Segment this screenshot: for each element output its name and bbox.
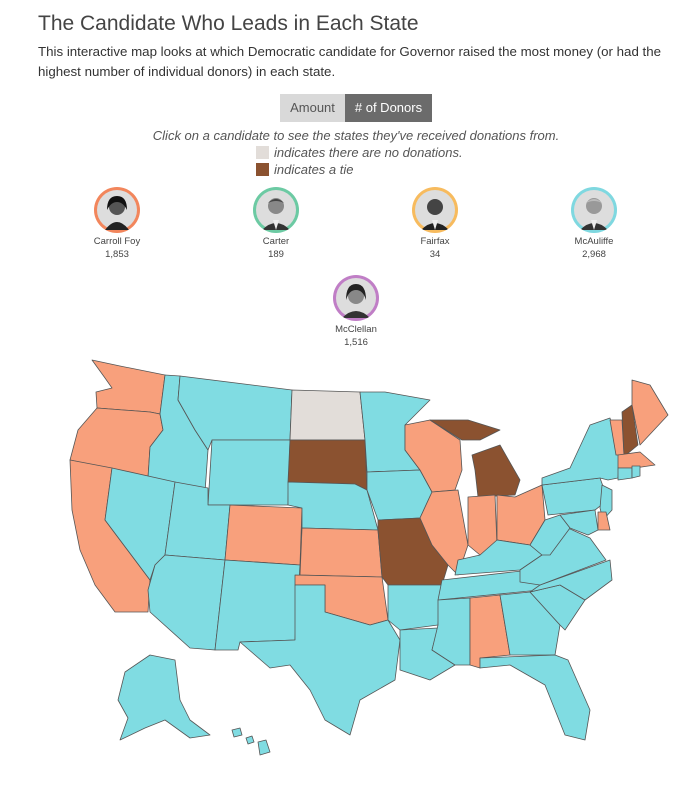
state-alaska[interactable] (117, 654, 211, 741)
instruction-text: Click on a candidate to see the states t… (152, 128, 560, 143)
candidate-count: 34 (429, 249, 441, 260)
no-donations-swatch (256, 146, 269, 159)
candidate-name: Carroll Foy (93, 236, 141, 247)
state-massachusetts[interactable] (617, 451, 656, 469)
state-maine[interactable] (631, 379, 669, 446)
candidate-count: 1,853 (105, 249, 129, 260)
fairfax-avatar (412, 187, 458, 233)
candidate-name: Fairfax (420, 236, 450, 247)
candidate-carroll-foy[interactable]: Carroll Foy 1,853 (72, 187, 162, 260)
state-michigan[interactable] (429, 419, 521, 498)
state-arkansas[interactable] (387, 584, 443, 631)
state-florida[interactable] (479, 654, 591, 741)
state-washington[interactable] (91, 359, 166, 415)
amount-button[interactable]: Amount (280, 94, 345, 122)
states (69, 359, 669, 756)
state-texas[interactable] (239, 584, 401, 736)
state-hawaii[interactable] (231, 727, 271, 756)
candidate-mcauliffe[interactable]: McAuliffe 2,968 (549, 187, 639, 260)
donors-button[interactable]: # of Donors (345, 94, 432, 122)
tie-label: indicates a tie (274, 162, 354, 177)
state-new-jersey[interactable] (599, 484, 613, 521)
no-donations-label: indicates there are no donations. (274, 145, 463, 160)
state-north-carolina[interactable] (529, 559, 613, 601)
state-new-hampshire[interactable] (621, 404, 639, 456)
us-map (69, 359, 669, 756)
state-connecticut[interactable] (617, 467, 633, 481)
state-kansas[interactable] (299, 527, 383, 578)
state-new-mexico[interactable] (214, 559, 301, 651)
candidate-carter[interactable]: Carter 189 (231, 187, 321, 260)
candidate-count: 1,516 (344, 337, 368, 348)
state-wyoming[interactable] (207, 439, 291, 506)
carter-avatar (253, 187, 299, 233)
mcclellan-avatar (333, 275, 379, 321)
state-colorado[interactable] (224, 504, 303, 566)
candidate-count: 189 (268, 249, 284, 260)
page-subtitle: This interactive map looks at which Demo… (38, 44, 662, 79)
mcauliffe-avatar (571, 187, 617, 233)
candidate-mcclellan[interactable]: McClellan 1,516 (311, 275, 401, 348)
state-illinois[interactable] (419, 489, 469, 576)
candidate-count: 2,968 (582, 249, 606, 260)
candidate-name: Carter (262, 236, 290, 247)
state-rhode-island[interactable] (631, 465, 641, 479)
state-delaware[interactable] (597, 511, 611, 531)
state-north-dakota[interactable] (289, 389, 366, 441)
candidate-fairfax[interactable]: Fairfax 34 (390, 187, 480, 260)
state-georgia[interactable] (499, 591, 561, 656)
metric-toggle: Amount # of Donors (280, 94, 432, 122)
legend-no-donations: indicates there are no donations. (256, 145, 463, 160)
candidate-name: McAuliffe (574, 236, 614, 247)
state-maryland[interactable] (559, 509, 599, 536)
state-new-york[interactable] (541, 417, 621, 486)
page-title: The Candidate Who Leads in Each State (38, 12, 419, 35)
legend-tie: indicates a tie (256, 162, 354, 177)
carroll-foy-avatar (94, 187, 140, 233)
tie-swatch (256, 163, 269, 176)
candidate-name: McClellan (335, 324, 377, 335)
state-arizona[interactable] (147, 554, 226, 651)
